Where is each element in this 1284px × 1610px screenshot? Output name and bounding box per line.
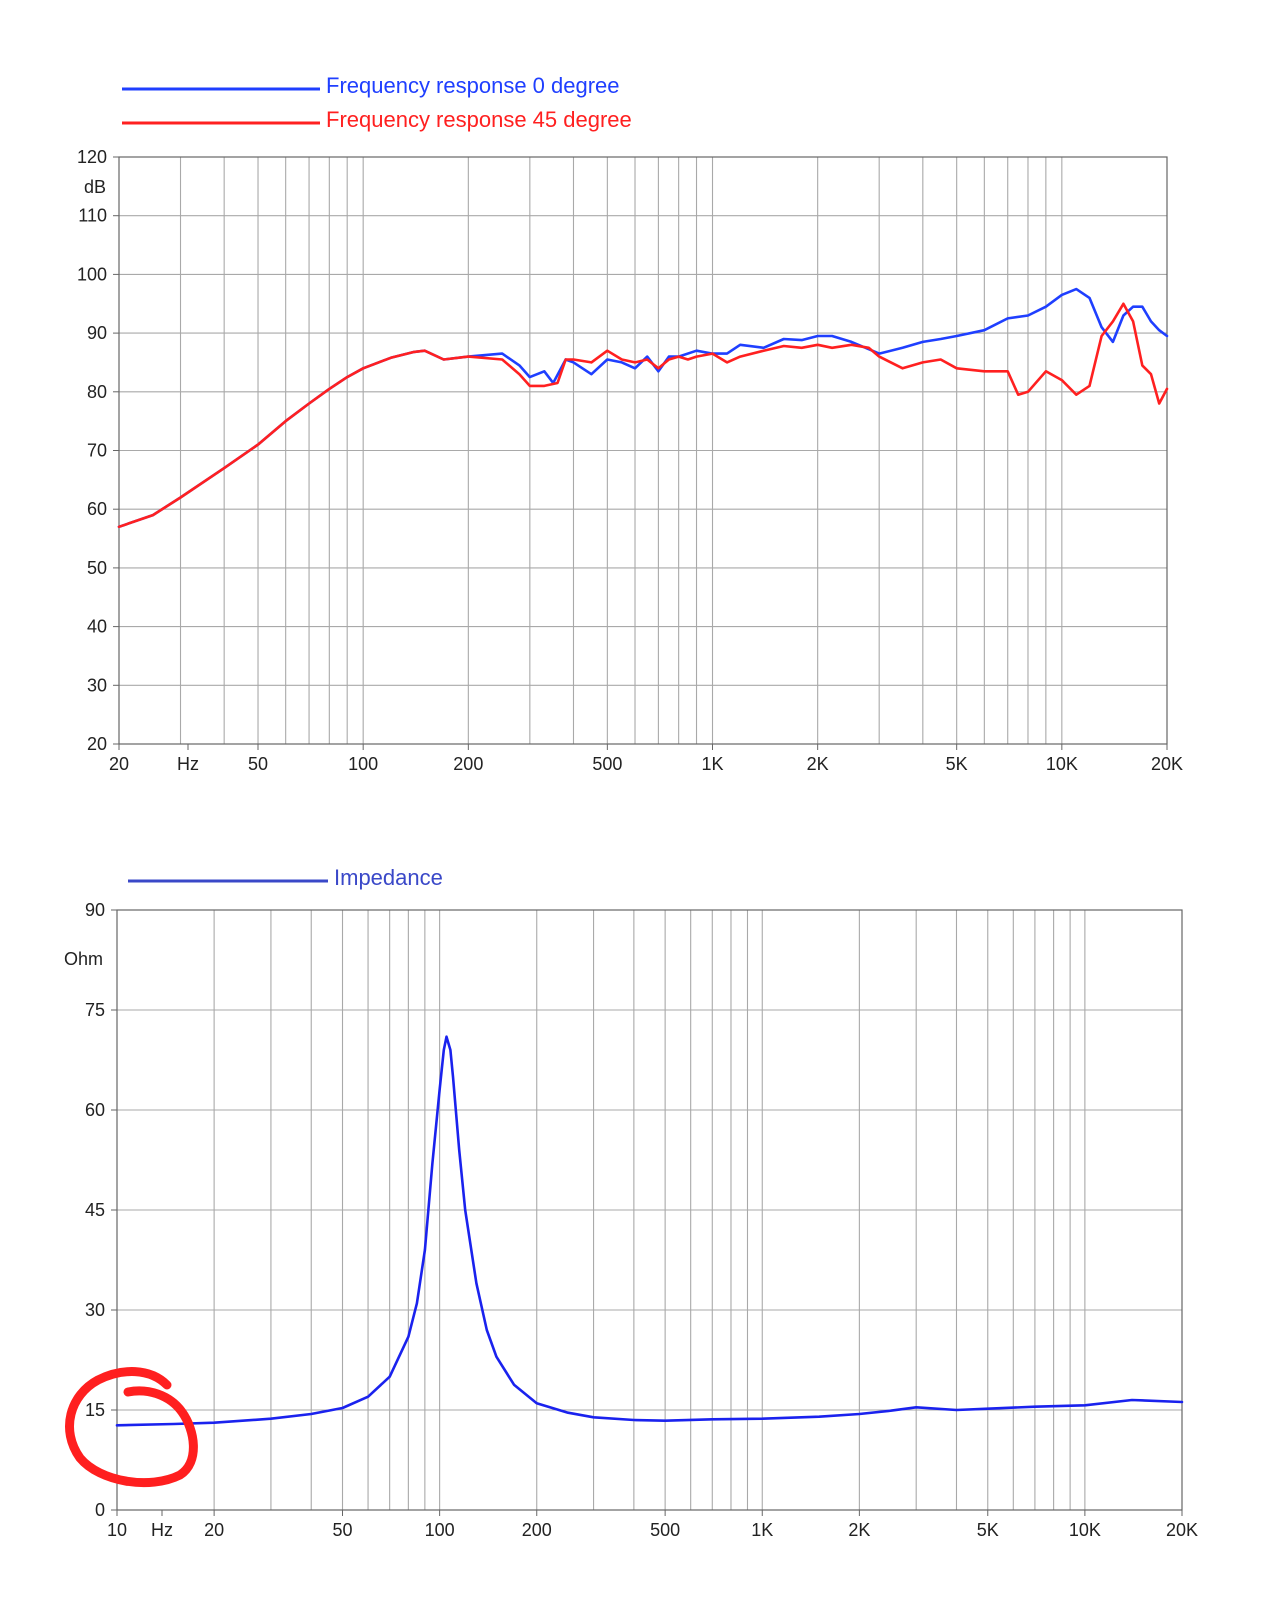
x-tick-label: 200 [453, 754, 483, 774]
y-tick-label: 110 [78, 206, 107, 226]
y-tick-label: 0 [95, 1500, 105, 1520]
y-tick-label: 90 [85, 900, 105, 920]
y-tick-label: 60 [85, 1100, 105, 1120]
impedance-y-ticks: 0 15 30 45 60 75 90 [85, 900, 117, 1520]
x-tick-label: 1K [701, 754, 723, 774]
legend-label-45-degree: Frequency response 45 degree [326, 107, 632, 132]
x-tick-label: 500 [650, 1520, 680, 1540]
x-tick-label: 20 [109, 754, 129, 774]
series-line-0-0 [117, 287, 1169, 529]
legend-label-impedance: Impedance [334, 865, 443, 890]
x-tick-label: 10 [107, 1520, 127, 1540]
impedance-chart: Impedance 0 15 30 45 60 75 90 10 Hz 20 50 100 200 50… [64, 865, 1198, 1540]
frequency-response-y-ticks: 20 30 40 50 60 70 80 90 100 110 120 [77, 147, 119, 754]
x-tick-label: 200 [522, 1520, 552, 1540]
y-axis-unit-ohm: Ohm [64, 949, 103, 969]
x-axis-unit-hz: Hz [177, 754, 199, 774]
impedance-series [115, 1035, 1184, 1427]
x-tick-label: 100 [348, 754, 378, 774]
y-tick-label: 30 [87, 675, 107, 695]
x-tick-label: 10K [1069, 1520, 1101, 1540]
frequency-response-x-ticks: 20 Hz 50 100 200 500 1K 2K 5K 10K 20K [109, 744, 1183, 774]
y-tick-label: 30 [85, 1300, 105, 1320]
x-axis-unit-hz: Hz [151, 1520, 173, 1540]
x-tick-label: 100 [425, 1520, 455, 1540]
impedance-legend: Impedance [128, 865, 443, 890]
y-tick-label: 60 [87, 499, 107, 519]
x-tick-label: 500 [592, 754, 622, 774]
frequency-response-series [117, 287, 1169, 529]
x-tick-label: 20 [204, 1520, 224, 1540]
red-circle-annotation [65, 1367, 198, 1488]
frequency-response-chart: Frequency response 0 degree Frequency re… [77, 73, 1183, 774]
y-axis-unit-db: dB [84, 177, 106, 197]
x-tick-label: 50 [332, 1520, 352, 1540]
x-tick-label: 2K [848, 1520, 870, 1540]
y-tick-label: 90 [87, 323, 107, 343]
x-tick-label: 20K [1151, 754, 1183, 774]
frequency-response-grid [119, 157, 1167, 744]
y-tick-label: 40 [87, 617, 107, 637]
y-tick-label: 45 [85, 1200, 105, 1220]
impedance-x-ticks: 10 Hz 20 50 100 200 500 1K 2K 5K 10K 20K [107, 1510, 1198, 1540]
y-tick-label: 100 [77, 264, 107, 284]
y-tick-label: 15 [85, 1400, 105, 1420]
x-tick-label: 5K [977, 1520, 999, 1540]
y-tick-label: 120 [77, 147, 107, 167]
y-tick-label: 80 [87, 382, 107, 402]
x-tick-label: 2K [807, 754, 829, 774]
y-tick-label: 20 [87, 734, 107, 754]
impedance-grid [117, 910, 1182, 1510]
y-tick-label: 70 [87, 441, 107, 461]
x-tick-label: 20K [1166, 1520, 1198, 1540]
x-tick-label: 5K [946, 754, 968, 774]
y-tick-label: 50 [87, 558, 107, 578]
x-tick-label: 1K [751, 1520, 773, 1540]
legend-label-0-degree: Frequency response 0 degree [326, 73, 620, 98]
y-tick-label: 75 [85, 1000, 105, 1020]
x-tick-label: 10K [1046, 754, 1078, 774]
series-line-1-0 [115, 1035, 1184, 1427]
x-tick-label: 50 [248, 754, 268, 774]
series-line-0-1 [117, 302, 1169, 529]
frequency-response-legend: Frequency response 0 degree Frequency re… [122, 73, 632, 132]
